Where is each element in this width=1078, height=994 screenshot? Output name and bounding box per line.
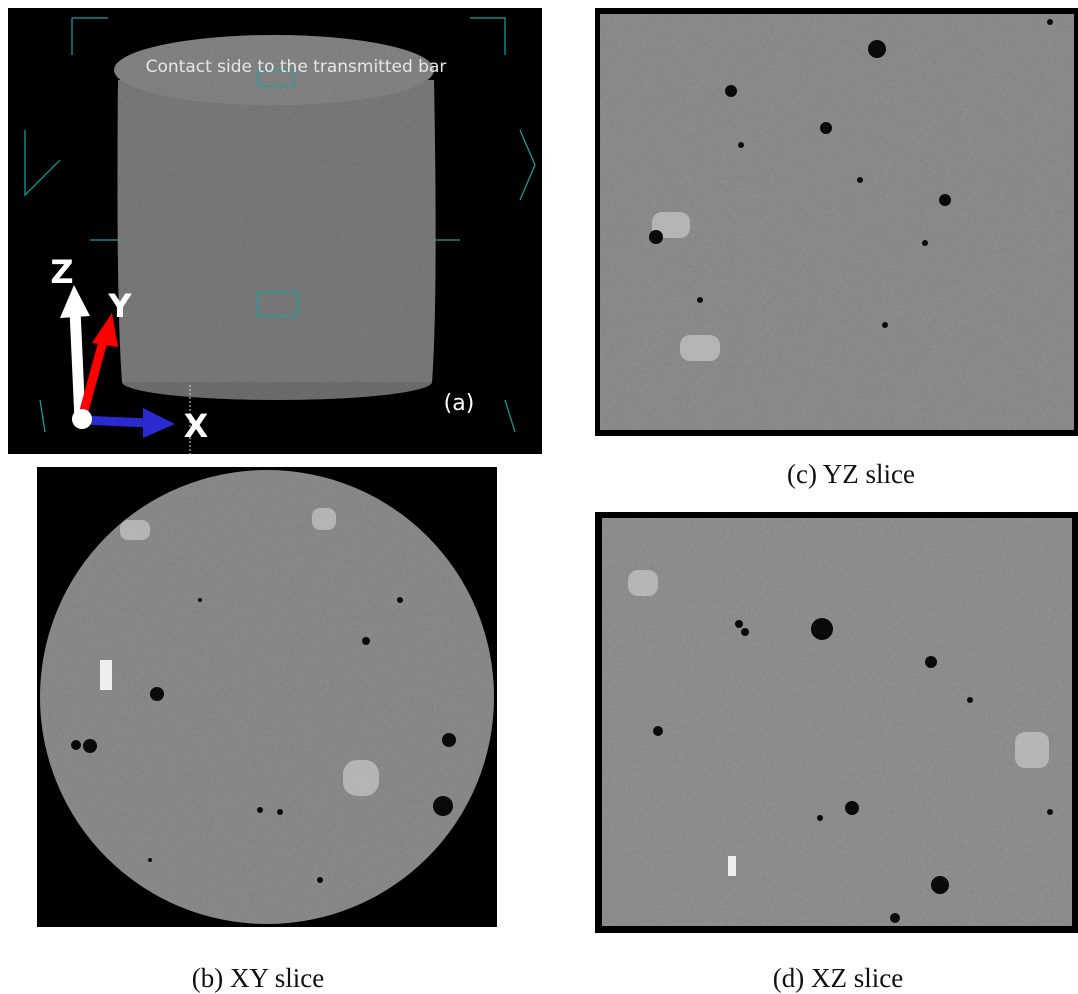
panel-b [37,467,497,927]
axis-x-label: X [184,407,209,445]
panel-d: (d) XZ slice [595,512,1078,993]
panel-c: (c) YZ slice [595,8,1078,489]
pore [967,697,973,703]
pore [939,194,951,206]
pore [257,807,263,813]
pore [890,913,900,923]
pore [1047,809,1053,815]
caption: (d) XZ slice [773,963,903,993]
pore [741,628,749,636]
pore [820,122,832,134]
annotation: Contact side to the transmitted bar [146,57,447,77]
pore [725,85,737,97]
panel-a: Contact side to the transmitted bar Z Y … [8,8,542,454]
inclusion [628,570,658,596]
inclusion [120,520,150,540]
axis-z-label: Z [50,253,73,291]
pore [653,726,663,736]
pore [198,598,202,602]
pore [811,618,833,640]
pore [857,177,863,183]
panel-label: (a) [444,391,475,416]
figure: Contact side to the transmitted bar Z Y … [0,0,1078,994]
pore [697,297,703,303]
pore [397,597,403,603]
pore [845,801,859,815]
pore [931,876,949,894]
pore [83,739,97,753]
caption: (c) YZ slice [787,459,915,489]
inclusion [312,508,336,530]
inclusion [680,335,720,361]
pore [738,142,744,148]
pore [1047,19,1053,25]
pore [148,858,152,862]
pore [817,815,823,821]
inclusion [728,856,736,876]
pore [735,620,743,628]
pore [649,230,663,244]
pore [433,796,453,816]
pore [882,322,888,328]
pore [71,740,81,750]
slice-xz [602,518,1072,926]
pore [150,687,164,701]
axis-y-label: Y [107,287,132,325]
cylinder-side [118,80,436,382]
inclusion [100,660,112,690]
inclusion [343,760,379,796]
inclusion [1015,732,1049,768]
pore [925,656,937,668]
pore [922,240,928,246]
origin [72,409,92,429]
slice-xy [40,470,494,924]
x-arrow [82,420,148,423]
pore [868,40,886,58]
z-arrow [75,310,80,420]
pore [317,877,323,883]
pore [362,637,370,645]
pore [442,733,456,747]
caption: (b) XY slice [192,963,324,993]
pore [277,809,283,815]
